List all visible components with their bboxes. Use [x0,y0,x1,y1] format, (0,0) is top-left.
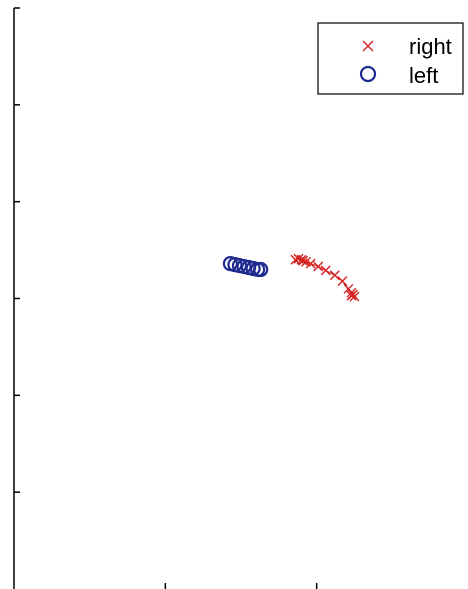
data-point-right [305,258,316,269]
y-ticks [14,104,20,493]
legend-o-marker [359,65,377,83]
legend-label-left: left [409,63,438,88]
legend-marker-right [362,40,374,52]
data-point-right [320,265,331,276]
series-layer [222,253,360,302]
legend: right left [317,22,464,95]
data-point-right [346,290,357,301]
legend-label-right: right [409,34,452,59]
series-right [290,253,360,302]
legend-box [317,22,464,95]
data-point-left [253,261,269,278]
series-left [222,256,269,278]
x-ticks [164,583,318,589]
legend-x-marker [362,40,374,52]
legend-marker-left [359,65,377,83]
data-point-right [349,291,360,302]
data-point-right [337,276,348,287]
data-point-right [313,261,324,272]
data-point-right [329,270,340,281]
data-point-right [298,255,309,266]
